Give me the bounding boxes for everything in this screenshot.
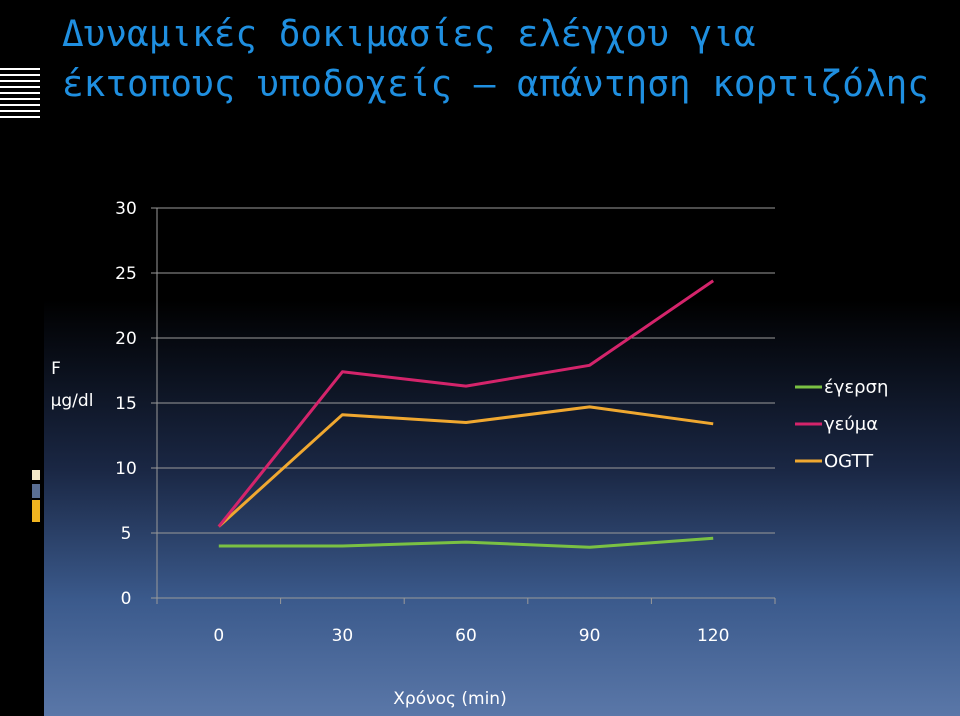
x-tick-label: 0: [213, 626, 224, 646]
deco-bar: [0, 116, 40, 118]
deco-block: [32, 484, 40, 498]
y-tick-label: 20: [115, 329, 137, 349]
x-axis-title: Χρόνος (min): [393, 689, 506, 709]
series-group: [217, 279, 715, 549]
deco-bar: [0, 98, 40, 100]
series-line-1: [218, 536, 714, 549]
y-axis-unit: μg/dl: [51, 391, 94, 411]
axes: [151, 207, 776, 604]
grid: [157, 207, 775, 534]
y-axis-title: F: [51, 359, 61, 379]
slide-title: Δυναμικές δοκιμασίες ελέγχου για έκτοπου…: [62, 14, 929, 105]
y-tick-label: 25: [115, 264, 137, 284]
series-line-2: [217, 279, 715, 528]
deco-bar: [0, 68, 40, 70]
y-tick-label: 15: [115, 394, 137, 414]
legend-label: έγερση: [824, 377, 888, 398]
legend: έγερση γεύμα OGTT: [795, 377, 888, 472]
x-tick-label: 60: [455, 626, 477, 646]
x-tick-label: 30: [332, 626, 354, 646]
deco-bar: [0, 92, 40, 94]
legend-label: OGTT: [824, 451, 874, 472]
slide-side-decoration: [0, 0, 44, 716]
deco-bar: [0, 110, 40, 112]
deco-block: [32, 500, 40, 522]
y-tick-label: 0: [121, 589, 132, 609]
deco-bar: [0, 74, 40, 76]
y-tick-labels: 0 5 10 15 20 25 30: [115, 199, 137, 609]
y-tick-label: 5: [121, 524, 132, 544]
x-tick-label: 90: [579, 626, 601, 646]
legend-label: γεύμα: [824, 414, 878, 435]
deco-bar: [0, 86, 40, 88]
deco-bar: [0, 80, 40, 82]
deco-bar: [0, 104, 40, 106]
x-tick-label: 120: [697, 626, 729, 646]
series-line-3: [217, 405, 714, 528]
y-tick-label: 10: [115, 459, 137, 479]
deco-block: [32, 470, 40, 480]
y-tick-label: 30: [115, 199, 137, 219]
x-tick-labels: 0 30 60 90 120: [213, 626, 729, 646]
